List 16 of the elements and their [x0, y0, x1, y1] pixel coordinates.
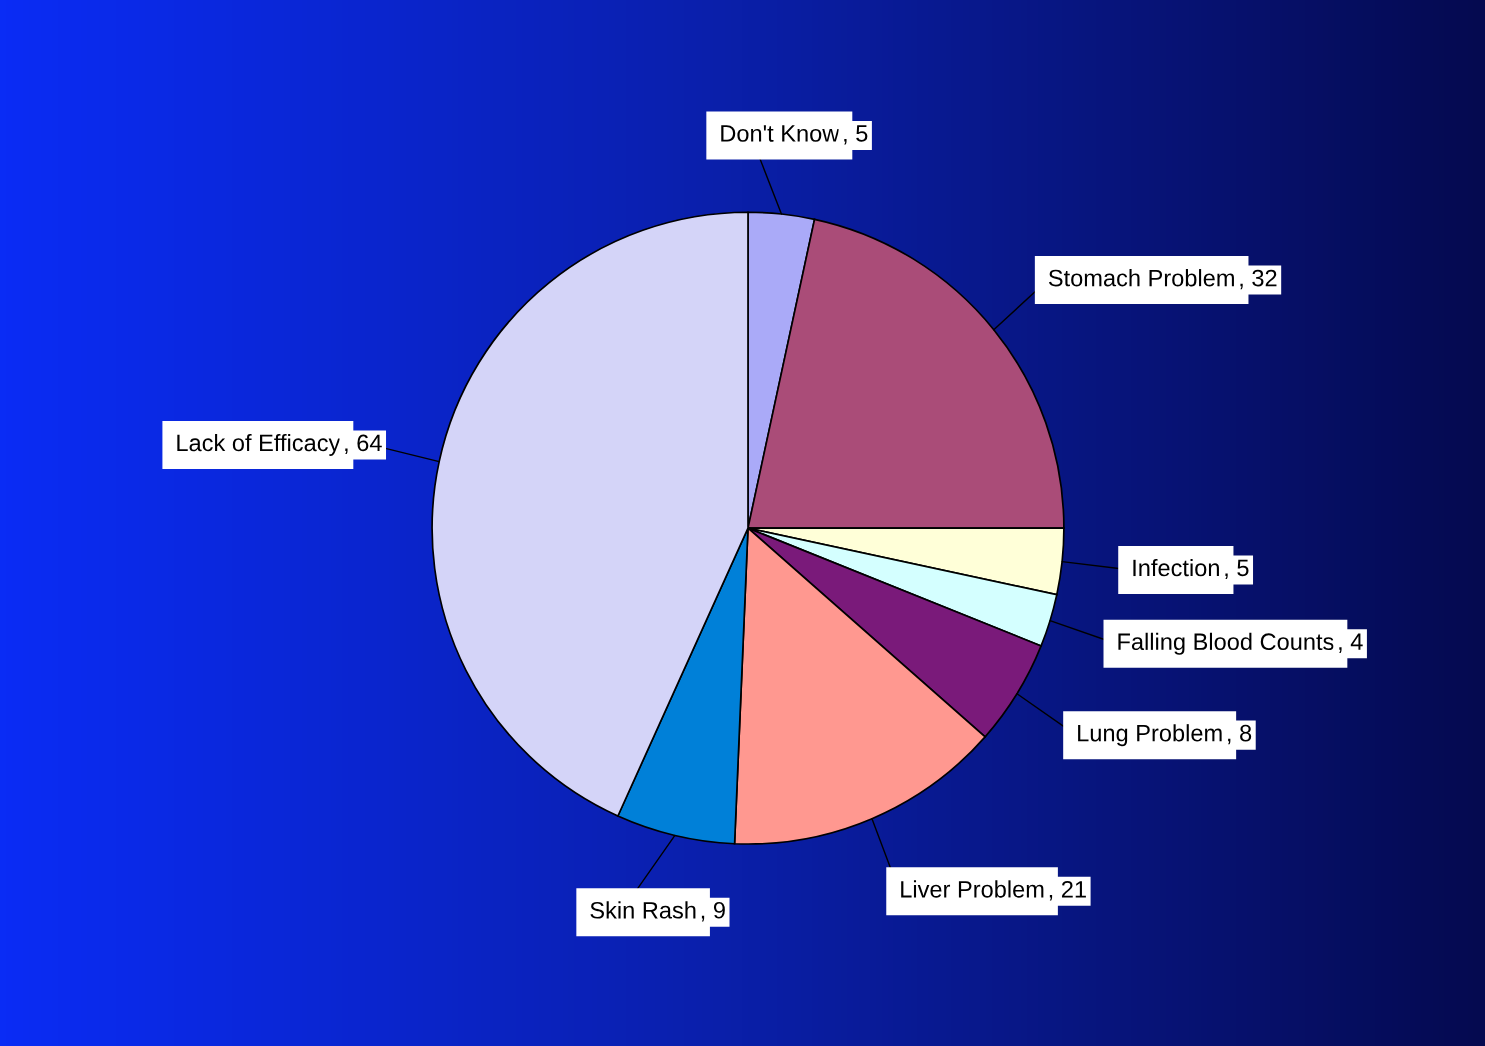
data-label: , 64: [345, 434, 382, 455]
slice-label: Stomach Problem: [1048, 269, 1234, 287]
slice-label: Liver Problem: [901, 880, 1044, 898]
data-label: , 5: [1225, 559, 1249, 580]
slice-label: Lung Problem: [1078, 724, 1222, 747]
slice-label: Don't Know: [721, 125, 840, 142]
data-label: , 8: [1228, 724, 1252, 745]
data-label: , 21: [1049, 880, 1086, 901]
data-label: , 9: [701, 901, 725, 922]
data-label: , 5: [844, 125, 868, 145]
data-label: , 32: [1240, 269, 1277, 290]
slice-label: Skin Rash: [590, 901, 696, 919]
slice-label: Lack of Efficacy: [177, 433, 341, 456]
slice-label: Falling Blood Counts: [1118, 632, 1334, 655]
data-label: , 4: [1339, 633, 1363, 653]
slice-label: Infection: [1133, 558, 1219, 577]
